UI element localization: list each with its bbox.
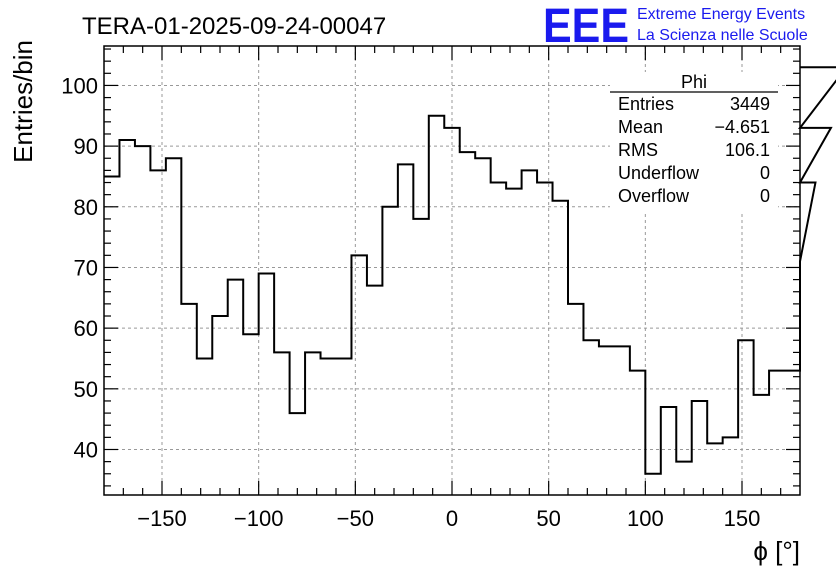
histogram-bin-23 (460, 152, 475, 495)
histogram-bin-29 (553, 201, 568, 495)
stats-label-entries: Entries (618, 94, 674, 114)
histogram-bin-39 (707, 443, 722, 495)
y-tick-label-3: 70 (74, 255, 98, 280)
stats-label-underflow: Underflow (618, 163, 700, 183)
histogram-bin-20 (413, 219, 428, 495)
histogram-bin-19 (398, 164, 413, 495)
histogram-bin-2 (135, 146, 150, 495)
histogram-bins (104, 66, 836, 495)
x-tick-label-0: −150 (137, 506, 187, 531)
x-tick-label-6: 150 (724, 506, 761, 531)
histogram-bin-5 (181, 304, 196, 495)
y-tick-label-2: 60 (74, 316, 98, 341)
histogram-bin-13 (305, 352, 320, 495)
histogram-bin-7 (212, 316, 227, 495)
histogram-bin-21 (429, 116, 444, 495)
histogram-bin-42 (754, 395, 769, 495)
histogram-step-line (104, 66, 836, 475)
histogram-bin-16 (351, 255, 366, 495)
histogram-bin-17 (367, 286, 382, 495)
histogram-bin-24 (475, 158, 490, 495)
y-axis-label: Entries/bin (8, 40, 38, 163)
stats-value-overflow: 0 (760, 186, 770, 206)
x-tick-label-5: 100 (627, 506, 664, 531)
x-axis-label: ϕ [°] (753, 536, 800, 566)
histogram-bin-27 (522, 170, 537, 495)
x-tick-label-4: 50 (536, 506, 560, 531)
stats-box: Phi Entries 3449 Mean −4.651 RMS 106.1 Underfl… (610, 72, 778, 212)
y-axis-ticks: 40 50 60 70 80 90 100 (61, 48, 800, 487)
histogram-bin-38 (692, 401, 707, 495)
histogram-bin-15 (336, 358, 351, 495)
histogram-bin-6 (197, 358, 212, 495)
chart-title: TERA-01-2025-09-24-00047 (82, 13, 386, 40)
histogram-bin-3 (150, 170, 165, 495)
x-tick-label-2: −50 (337, 506, 374, 531)
eee-logo: EEE Extreme Energy Events La Scienza nel… (543, 0, 808, 53)
histogram-bin-4 (166, 158, 181, 495)
histogram-bin-26 (506, 189, 521, 495)
histogram-bin-33 (614, 346, 629, 495)
histogram-bin-18 (382, 207, 397, 495)
stats-value-underflow: 0 (760, 163, 770, 183)
y-tick-label-5: 90 (74, 134, 98, 159)
histogram-bin-40 (723, 437, 738, 495)
stats-label-rms: RMS (618, 140, 658, 160)
stats-box-background (610, 72, 778, 212)
x-axis-ticks: −150 −100 −50 0 50 100 150 (122, 46, 782, 531)
histogram-bin-22 (444, 128, 459, 495)
y-tick-label-1: 50 (74, 377, 98, 402)
histogram-bin-14 (321, 358, 336, 495)
histogram-bin-8 (228, 280, 243, 495)
histogram-bin-31 (583, 340, 598, 495)
stats-value-rms: 106.1 (725, 140, 770, 160)
stats-value-entries: 3449 (730, 94, 770, 114)
y-tick-label-0: 40 (74, 437, 98, 462)
histogram-bin-1 (119, 140, 134, 495)
histogram-bin-28 (537, 183, 552, 495)
histogram-bin-35 (645, 474, 660, 495)
logo-mark: EEE (543, 0, 629, 53)
histogram-bin-36 (661, 407, 676, 495)
y-tick-label-6: 100 (61, 73, 98, 98)
histogram-bin-41 (738, 340, 753, 495)
stats-value-mean: −4.651 (714, 117, 770, 137)
stats-label-mean: Mean (618, 117, 663, 137)
histogram-bin-10 (259, 274, 274, 495)
x-tick-label-3: 0 (446, 506, 458, 531)
histogram-bin-11 (274, 352, 289, 495)
histogram-bin-34 (630, 371, 645, 495)
logo-line1: Extreme Energy Events (637, 6, 805, 23)
y-tick-label-4: 80 (74, 195, 98, 220)
stats-label-overflow: Overflow (618, 186, 690, 206)
histogram-bin-9 (243, 334, 258, 495)
x-tick-label-1: −100 (234, 506, 284, 531)
logo-line2: La Scienza nelle Scuole (637, 27, 808, 44)
histogram-bin-32 (599, 346, 614, 495)
histogram-bin-43 (769, 371, 784, 495)
histogram-bin-30 (568, 304, 583, 495)
stats-title: Phi (681, 72, 707, 92)
histogram-bin-12 (290, 413, 305, 495)
histogram-bin-0 (104, 176, 119, 495)
histogram-bin-25 (491, 183, 506, 495)
